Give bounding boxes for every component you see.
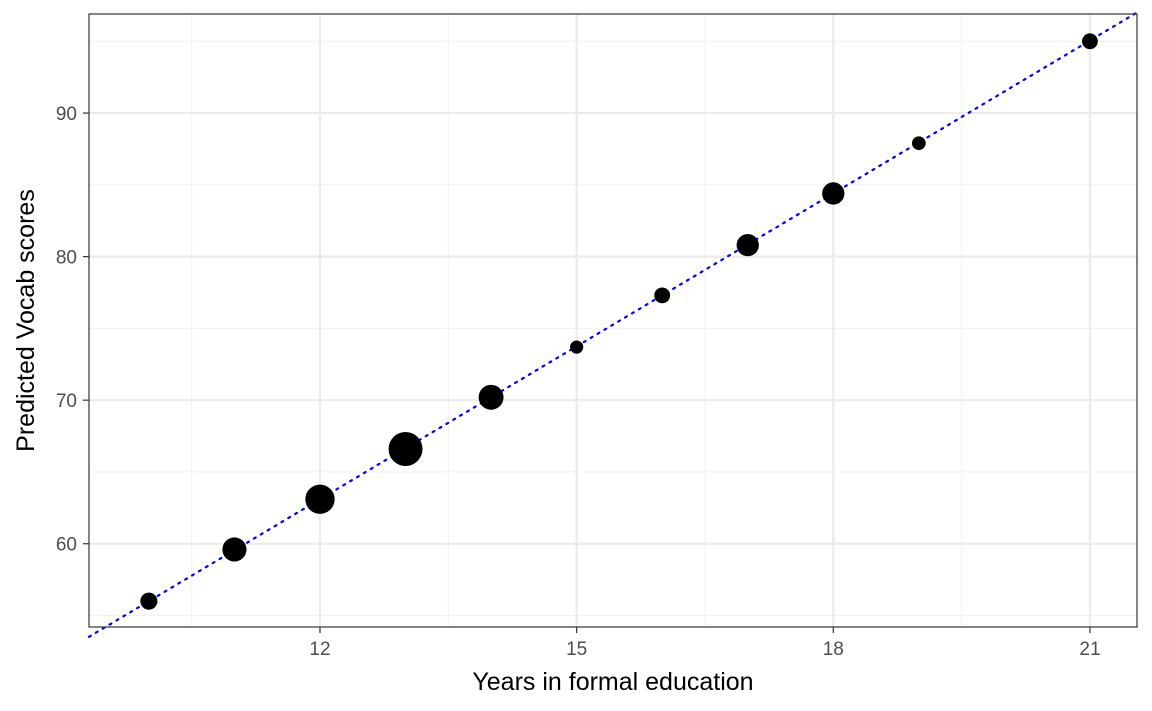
y-tick-label: 70 (56, 391, 77, 412)
data-points (140, 33, 1098, 610)
data-point (570, 340, 584, 354)
y-tick-label: 60 (56, 535, 77, 556)
y-axis: 60 70 80 90 (56, 104, 89, 556)
grid-lines (89, 14, 1137, 627)
x-axis-title: Years in formal education (472, 668, 753, 696)
data-point (305, 484, 335, 514)
data-point (1082, 33, 1098, 50)
y-tick-label: 90 (56, 104, 77, 125)
panel-border (88, 13, 1138, 628)
data-point (140, 592, 158, 610)
plot-panel-background (89, 14, 1137, 627)
reference-line-group (87, 11, 1139, 638)
data-point (478, 384, 504, 410)
data-point (822, 182, 845, 205)
data-point (736, 233, 759, 257)
x-tick-label: 21 (1079, 639, 1100, 660)
data-point (654, 287, 671, 304)
x-tick-label: 12 (309, 639, 330, 660)
x-tick-label: 15 (566, 639, 587, 660)
x-tick-label: 18 (823, 639, 844, 660)
plot-panel-border (88, 13, 1138, 628)
x-axis: 12 15 18 21 (309, 627, 1101, 660)
reference-line (87, 11, 1139, 638)
data-point (222, 537, 247, 562)
y-tick-label: 80 (56, 248, 77, 269)
data-point (388, 431, 423, 466)
data-point (911, 136, 926, 151)
y-axis-title: Predicted Vocab scores (12, 189, 40, 452)
